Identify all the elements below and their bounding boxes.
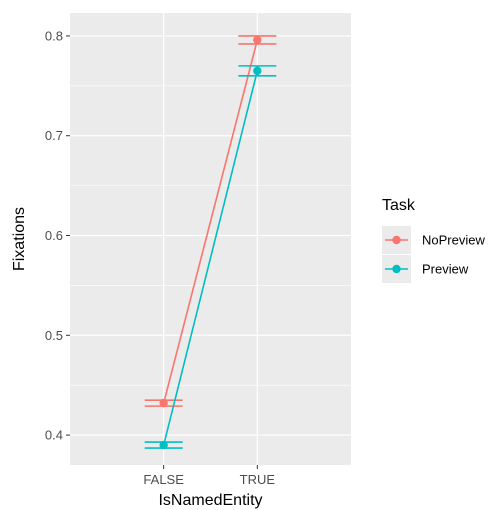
minor-gridlines <box>70 85 351 386</box>
series-line <box>162 70 259 446</box>
series-layer <box>144 35 277 450</box>
data-point <box>159 440 168 450</box>
data-point <box>253 66 262 76</box>
x-axis: FALSE TRUE <box>143 465 275 487</box>
y-axis: 0.4 0.5 0.6 0.7 0.8 <box>45 28 70 443</box>
legend-item: Preview <box>382 255 469 283</box>
legend-item: NoPreview <box>382 226 485 254</box>
y-axis-title: Fixations <box>11 207 28 271</box>
y-tick-label: 0.6 <box>45 228 63 243</box>
series-line <box>162 39 259 404</box>
x-tick-label: TRUE <box>240 472 276 487</box>
y-tick-label: 0.7 <box>45 128 63 143</box>
major-gridlines <box>70 13 351 465</box>
y-tick-label: 0.5 <box>45 328 63 343</box>
legend-title: Task <box>382 197 416 214</box>
x-tick-label: FALSE <box>143 472 184 487</box>
legend-label: NoPreview <box>422 233 485 248</box>
x-axis-title: IsNamedEntity <box>158 492 262 509</box>
y-tick-label: 0.8 <box>45 28 63 43</box>
legend-point <box>392 235 401 245</box>
legend-point <box>392 264 401 274</box>
y-tick-label: 0.4 <box>45 428 63 443</box>
legend: Task NoPreview Preview <box>382 197 485 283</box>
legend-label: Preview <box>422 262 469 277</box>
data-point <box>253 35 262 45</box>
data-point <box>159 398 168 408</box>
plot-panel <box>70 13 351 465</box>
